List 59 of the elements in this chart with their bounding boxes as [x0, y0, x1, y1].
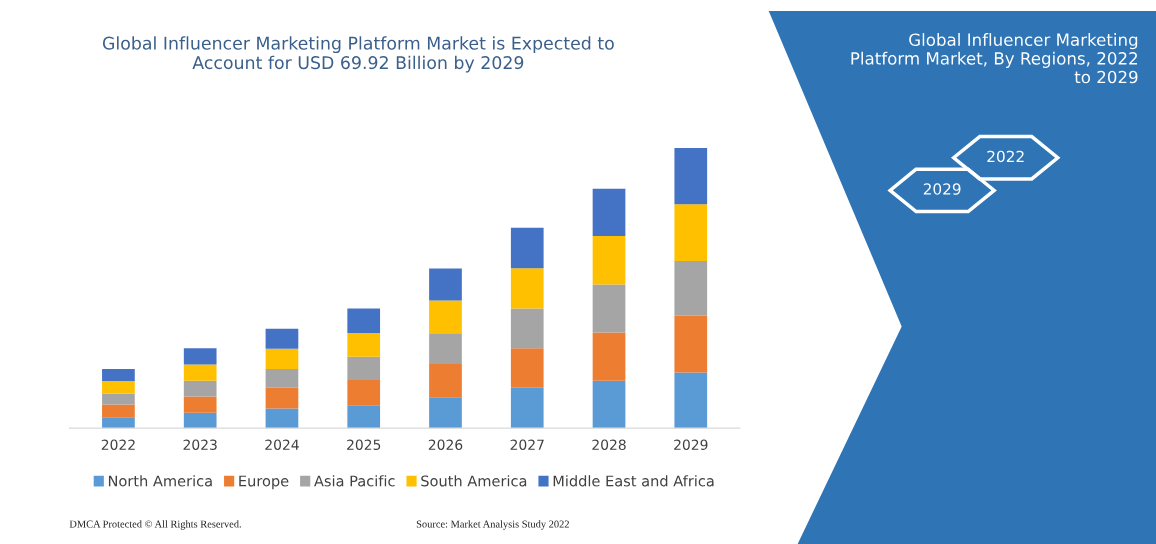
x-tick-label: 2023 [183, 439, 217, 450]
x-tick-label: 2028 [592, 439, 626, 450]
bar [592, 380, 626, 429]
bar [592, 188, 626, 236]
x-tick-label: 2022 [101, 439, 135, 450]
legend-label: Europe [239, 475, 289, 490]
legend-label: South America [421, 475, 527, 487]
bar [102, 417, 135, 429]
bar [265, 348, 299, 370]
bar [347, 332, 381, 357]
x-tick-label: 2024 [265, 439, 299, 450]
bar [347, 308, 381, 333]
bar [265, 387, 299, 409]
bar [102, 381, 135, 394]
bar [674, 204, 708, 261]
bar [265, 408, 299, 429]
bar [674, 372, 708, 429]
source-note: Source: Market Analysis Study 2022 [416, 520, 569, 530]
bar [265, 328, 299, 349]
chart-title: Global Influencer Marketing Platform Market is Expected to Account for USD 69.92 Billion by 2029 [102, 36, 614, 73]
bar [347, 405, 381, 429]
bar [429, 300, 462, 334]
bar [183, 348, 217, 365]
legend-label: North America [108, 475, 212, 487]
bar [102, 393, 135, 405]
bar [510, 348, 544, 388]
bar [592, 332, 626, 381]
bar [592, 235, 626, 285]
bar [674, 148, 708, 205]
bar [429, 397, 462, 429]
bar [674, 260, 708, 316]
bar [347, 356, 381, 380]
bar [347, 379, 381, 406]
x-tick-label: 2029 [674, 439, 708, 450]
text: 2029 [923, 183, 961, 195]
bar [183, 412, 217, 429]
bar [510, 227, 544, 269]
bar [265, 369, 299, 388]
bar [102, 404, 135, 418]
text: 2022 [987, 150, 1024, 163]
x-tick-label: 2027 [510, 439, 544, 450]
bar [592, 284, 626, 333]
bar [183, 364, 217, 381]
bar [510, 387, 544, 429]
bar [674, 315, 708, 373]
bar [429, 363, 462, 398]
x-tick-label: 2026 [428, 439, 463, 450]
bar [429, 333, 462, 364]
bar [183, 380, 217, 397]
legend-label: Middle East and Africa [553, 475, 714, 487]
bar [510, 308, 544, 349]
bar [429, 268, 462, 301]
text: DMCA Protected © All Rights Reserved. [69, 520, 241, 530]
legend-label: Asia Pacific [314, 475, 395, 487]
bar [102, 369, 135, 382]
bar [183, 396, 217, 413]
x-tick-label: 2025 [347, 439, 381, 450]
bar [510, 268, 544, 309]
text: Global Influencer Marketing Platform Market, By Regions, 2022 to 2029 [851, 33, 1138, 84]
